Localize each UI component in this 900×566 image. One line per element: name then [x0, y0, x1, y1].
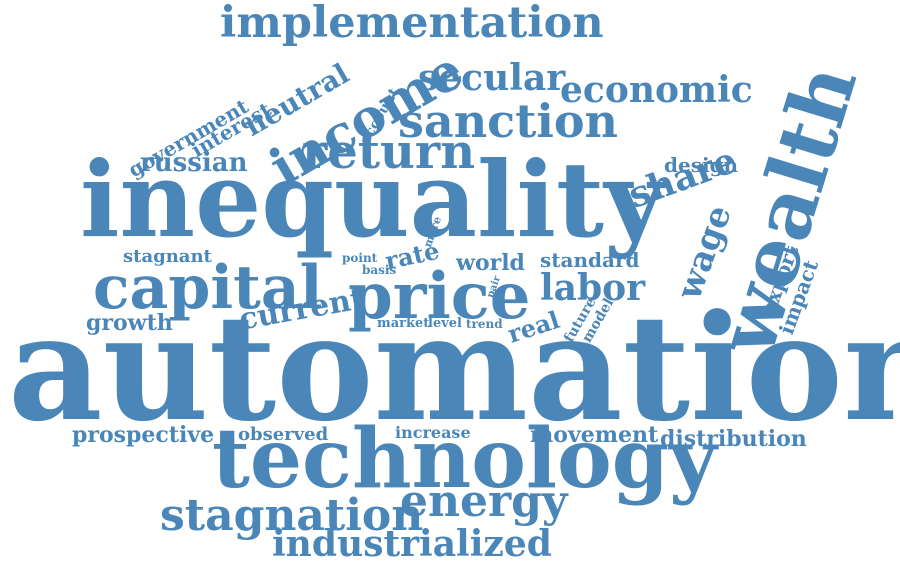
word-point: point — [342, 251, 378, 265]
word-economic: economic — [560, 69, 753, 111]
word-distribution: distribution — [660, 426, 807, 452]
word-automation: automation — [8, 283, 900, 454]
word-capital: capital — [93, 253, 323, 323]
word-increase: increase — [395, 423, 471, 442]
word-market: market — [377, 316, 430, 331]
word-basis: basis — [362, 263, 397, 277]
word-energy: energy — [400, 476, 568, 527]
word-prospective: prospective — [72, 422, 215, 448]
word-technology: technology — [212, 411, 717, 507]
word-observed: observed — [238, 424, 329, 445]
word-world: world — [456, 250, 525, 276]
word-level: level — [428, 316, 462, 331]
word-inequality: inequality — [80, 138, 665, 261]
word-movement: movement — [530, 422, 659, 448]
word-trend: trend — [466, 317, 503, 331]
word-design: design — [664, 153, 739, 177]
word-sanction: sanction — [398, 94, 619, 148]
word-implementation: implementation — [220, 0, 604, 48]
word-growth: growth — [86, 310, 173, 336]
word-industrialized: industrialized — [272, 523, 552, 565]
word-standard: standard — [540, 248, 640, 272]
word-return: return — [302, 124, 476, 180]
word-labor: labor — [540, 267, 646, 309]
word-stagnation: stagnation — [160, 490, 424, 541]
word-secular: secular — [418, 57, 566, 99]
word-stagnant: stagnant — [123, 246, 212, 267]
word-price: price — [348, 259, 531, 334]
word-russian: russian — [140, 148, 248, 178]
